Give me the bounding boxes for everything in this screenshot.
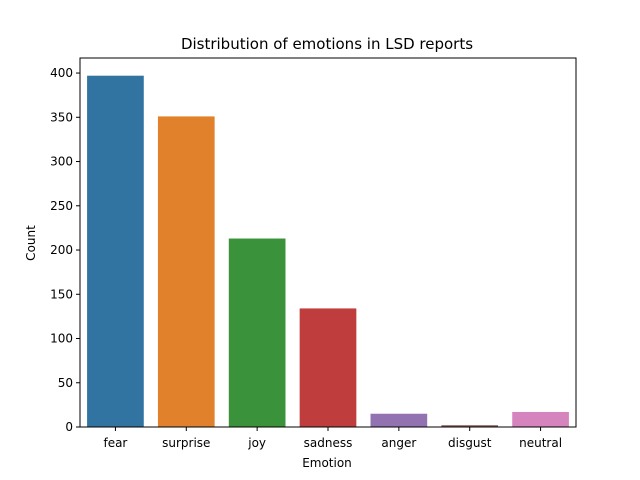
y-tick-label-300: 300 (50, 155, 73, 169)
x-tick-label-surprise: surprise (162, 436, 210, 450)
y-tick-label-400: 400 (50, 66, 73, 80)
y-tick-label-100: 100 (50, 332, 73, 346)
x-tick-label-fear: fear (103, 436, 127, 450)
y-tick-label-50: 50 (58, 376, 73, 390)
chart-title: Distribution of emotions in LSD reports (181, 35, 473, 53)
y-tick-label-200: 200 (50, 243, 73, 257)
x-axis: fear surprise joy sadness anger disgust neutra… (103, 427, 562, 450)
bar-sadness (299, 308, 357, 427)
x-tick-label-disgust: disgust (448, 436, 492, 450)
bar-fear (87, 75, 144, 427)
y-axis: 0 50 100 150 200 250 300 350 400 (50, 66, 80, 434)
bars-group (87, 75, 569, 427)
x-tick-label-anger: anger (381, 436, 416, 450)
y-tick-label-350: 350 (50, 110, 73, 124)
bar-surprise (157, 116, 215, 427)
y-tick-label-150: 150 (50, 287, 73, 301)
bar-anger (370, 413, 428, 427)
y-tick-label-250: 250 (50, 199, 73, 213)
y-axis-label: Count (24, 225, 38, 261)
y-tick-label-0: 0 (65, 420, 73, 434)
x-tick-label-neutral: neutral (519, 436, 562, 450)
x-axis-label: Emotion (302, 456, 352, 470)
bar-neutral (512, 411, 569, 427)
x-tick-label-sadness: sadness (304, 436, 353, 450)
bar-joy (228, 238, 286, 427)
x-tick-label-joy: joy (247, 436, 266, 450)
bar-disgust (441, 425, 499, 427)
